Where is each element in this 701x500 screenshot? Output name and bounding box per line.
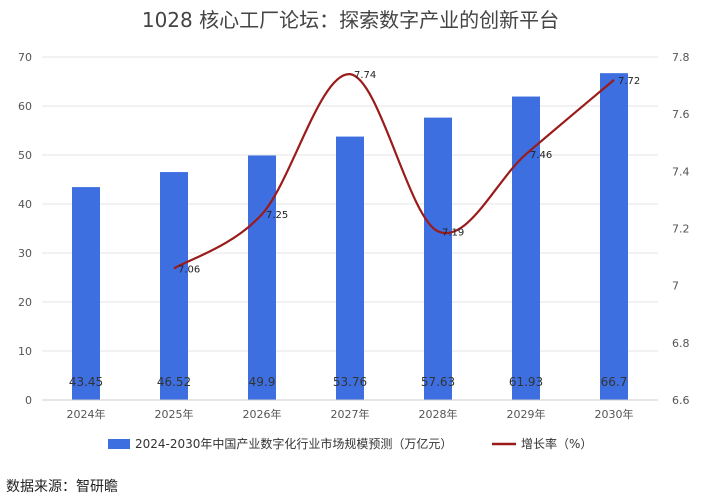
left-axis: 0 10 20 30 40 50 60 70 <box>18 51 32 407</box>
bar-value-label: 61.93 <box>509 375 543 389</box>
left-tick-label: 30 <box>18 247 32 260</box>
bar-value-label: 53.76 <box>333 375 367 389</box>
x-tick-label: 2025年 <box>155 407 194 421</box>
line-value-label: 7.46 <box>530 150 552 161</box>
left-tick-label: 10 <box>18 345 32 358</box>
bar <box>336 136 364 401</box>
x-tick-label: 2027年 <box>331 407 370 421</box>
x-tick-label: 2029年 <box>507 407 546 421</box>
bar-value-label: 49.9 <box>249 375 276 389</box>
line-value-label: 7.72 <box>618 76 640 87</box>
bar-value-label: 66.7 <box>601 375 628 389</box>
left-tick-label: 0 <box>25 394 32 407</box>
bars <box>72 73 628 401</box>
chart-title: 1028 核心工厂论坛：探索数字产业的创新平台 <box>141 8 560 32</box>
right-tick-label: 7.2 <box>672 223 690 236</box>
line-value-label: 7.74 <box>354 70 376 81</box>
bar <box>160 172 188 400</box>
right-tick-label: 6.6 <box>672 394 690 407</box>
left-tick-label: 50 <box>18 149 32 162</box>
growth-line <box>173 73 615 270</box>
right-tick-label: 6.8 <box>672 337 690 350</box>
data-source: 数据来源：智研瞻 <box>6 479 118 495</box>
line-labels: 7.06 7.25 7.74 7.19 7.46 7.72 <box>178 70 640 275</box>
growth-line-path <box>173 73 615 270</box>
left-tick-label: 70 <box>18 51 32 64</box>
x-tick-label: 2028年 <box>419 407 458 421</box>
bar-labels: 43.45 46.52 49.9 53.76 57.63 61.93 66.7 <box>69 375 628 389</box>
legend-line-label: 增长率（%） <box>521 436 592 451</box>
x-tick-label: 2024年 <box>67 407 106 421</box>
bar-value-label: 46.52 <box>157 375 191 389</box>
x-tick-label: 2026年 <box>243 407 282 421</box>
line-value-label: 7.19 <box>442 227 464 238</box>
legend: 2024-2030年中国产业数字化行业市场规模预测（万亿元） 增长率（%） <box>108 436 592 451</box>
right-axis: 6.6 6.8 7 7.2 7.4 7.6 7.8 <box>672 51 690 407</box>
bar <box>600 73 628 401</box>
left-tick-label: 60 <box>18 100 32 113</box>
left-tick-label: 40 <box>18 198 32 211</box>
legend-bar-swatch <box>108 439 130 449</box>
bar-value-label: 43.45 <box>69 375 103 389</box>
right-tick-label: 7.8 <box>672 51 690 64</box>
bar <box>72 187 100 400</box>
right-tick-label: 7 <box>672 280 679 293</box>
bar-value-label: 57.63 <box>421 375 455 389</box>
right-tick-label: 7.6 <box>672 108 690 121</box>
bar <box>424 117 452 400</box>
legend-bar-label: 2024-2030年中国产业数字化行业市场规模预测（万亿元） <box>135 436 452 451</box>
left-tick-label: 20 <box>18 296 32 309</box>
line-value-label: 7.06 <box>178 265 200 276</box>
bar <box>248 155 276 400</box>
bar <box>512 96 540 400</box>
right-tick-label: 7.4 <box>672 165 690 178</box>
x-tick-label: 2030年 <box>595 407 634 421</box>
line-value-label: 7.25 <box>266 210 288 221</box>
x-axis: 2024年 2025年 2026年 2027年 2028年 2029年 2030年 <box>42 399 658 421</box>
